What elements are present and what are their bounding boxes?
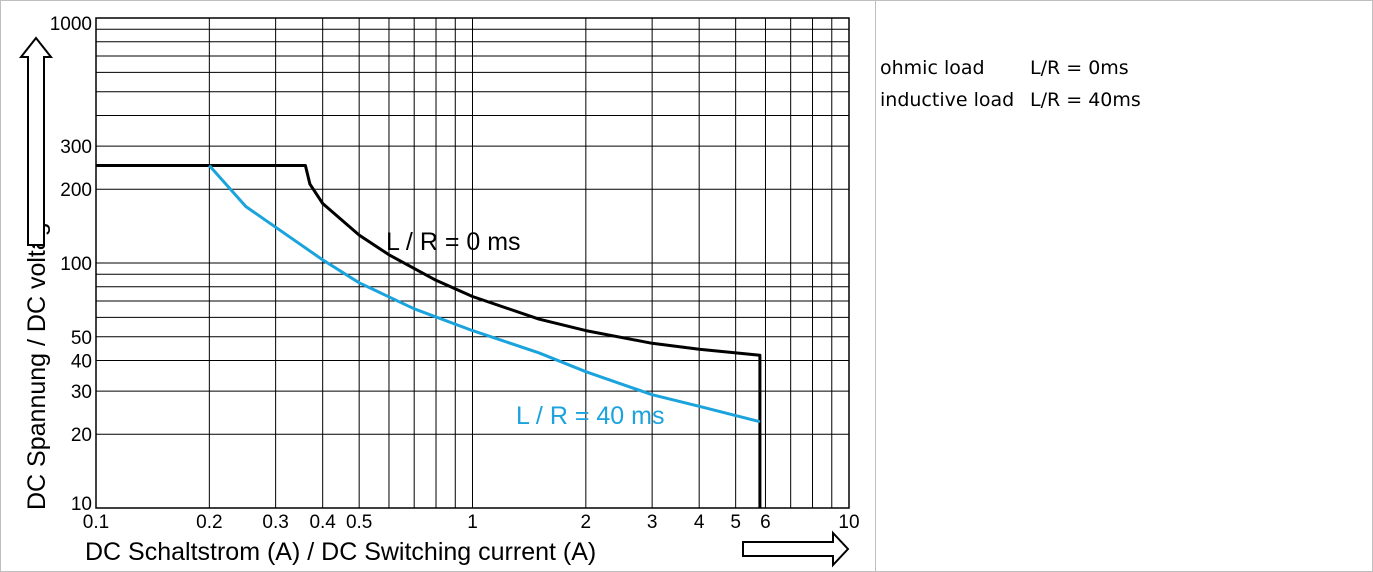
y-tick-label: 50 [71, 328, 92, 349]
y-tick-label: 100 [60, 254, 92, 275]
legend-row-inductive: inductive load L/R = 40ms [880, 84, 1141, 116]
grid [95, 17, 850, 509]
y-axis-label: DC Spannung / DC voltage [23, 208, 51, 510]
series-layer [96, 164, 762, 508]
y-axis-arrow-icon [18, 36, 54, 246]
y-tick-label: 300 [60, 137, 92, 158]
x-tick-label: 0.4 [309, 512, 336, 533]
legend-row-ohmic: ohmic load L/R = 0ms [880, 52, 1141, 84]
x-tick-label: 1 [467, 512, 478, 533]
y-tick-label: 10 [71, 494, 92, 515]
legend-value: L/R = 40ms [1030, 89, 1141, 111]
y-tick-label: 200 [60, 180, 92, 201]
legend-name: ohmic load [880, 57, 985, 79]
x-tick-labels: 0.1 0.2 0.3 0.4 0.5 1 2 3 4 5 6 10 [83, 512, 860, 533]
series-line-ohmic [96, 164, 762, 508]
y-tick-label: 1000 [50, 14, 92, 35]
y-tick-label: 40 [71, 351, 92, 372]
x-tick-label: 5 [730, 512, 741, 533]
x-tick-label: 10 [838, 512, 859, 533]
annotation-inductive: L / R = 40 ms [516, 402, 664, 430]
legend-value: L/R = 0ms [1030, 57, 1129, 79]
panel-divider [875, 0, 876, 572]
x-tick-label: 0.3 [262, 512, 288, 533]
x-tick-label: 6 [760, 512, 771, 533]
x-tick-label: 0.2 [196, 512, 222, 533]
legend-name: inductive load [880, 89, 1015, 111]
x-tick-label: 0.1 [83, 512, 109, 533]
x-tick-label: 2 [581, 512, 592, 533]
x-tick-label: 4 [694, 512, 705, 533]
annotation-ohmic: L / R = 0 ms [386, 228, 521, 256]
plot-area-border [95, 17, 850, 509]
y-tick-label: 30 [71, 382, 92, 403]
x-axis-arrow-icon [742, 530, 850, 568]
legend-panel: ohmic load L/R = 0ms inductive load L/R … [880, 52, 1141, 116]
series-line-inductive [208, 164, 761, 424]
x-tick-label: 0.5 [346, 512, 372, 533]
x-axis-label: DC Schaltstrom (A) / DC Switching curren… [85, 538, 596, 566]
y-tick-label: 20 [71, 425, 92, 446]
x-tick-label: 3 [647, 512, 658, 533]
